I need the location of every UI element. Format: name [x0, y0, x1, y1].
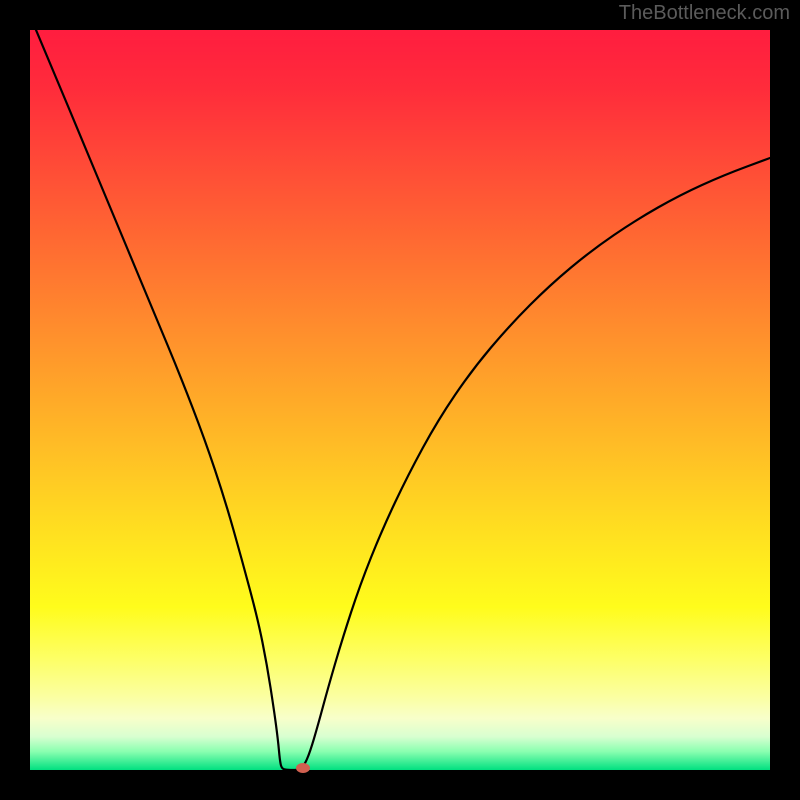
- chart-svg: [0, 0, 800, 800]
- bottleneck-chart: TheBottleneck.com: [0, 0, 800, 800]
- optimum-marker: [296, 763, 310, 773]
- watermark-text: TheBottleneck.com: [619, 2, 790, 25]
- chart-plot-area: [30, 30, 770, 770]
